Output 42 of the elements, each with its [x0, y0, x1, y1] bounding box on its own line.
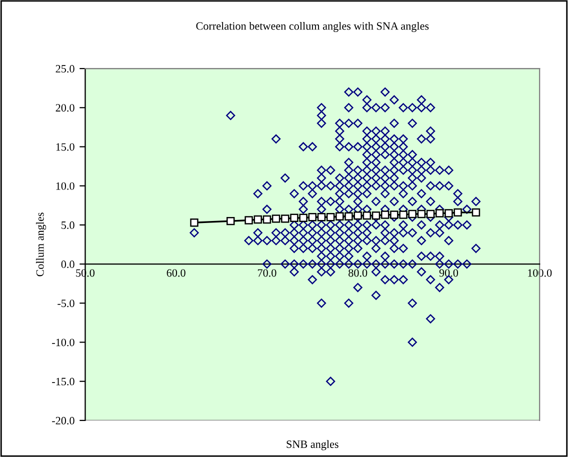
x-axis-title: SNB angles [286, 440, 338, 450]
y-tick-label: 10.0 [56, 182, 74, 190]
point [426, 210, 435, 218]
y-tick-label: -15.0 [52, 378, 74, 386]
point [244, 216, 253, 224]
point [399, 210, 408, 219]
point [226, 216, 235, 226]
point [262, 215, 272, 224]
point [444, 209, 453, 218]
x-tick-label: 80.0 [348, 269, 368, 277]
point [317, 213, 326, 222]
point [326, 213, 335, 222]
chart-title: Correlation between collum angles with SNA angles [196, 22, 429, 32]
y-tick-label: 20.0 [56, 104, 74, 112]
y-axis-title: Collum angles [36, 212, 46, 276]
y-tick-label: -5.0 [58, 300, 74, 308]
point [272, 214, 280, 223]
x-tick-label: 60.0 [166, 269, 186, 277]
point [281, 214, 290, 223]
point [381, 210, 390, 219]
point [436, 209, 444, 218]
y-tick-label: -10.0 [52, 338, 74, 346]
y-tick-label: 25.0 [56, 65, 74, 73]
point [408, 210, 416, 218]
point [390, 210, 398, 219]
point [254, 215, 262, 224]
y-tick-label: 5.0 [62, 221, 74, 229]
point [308, 213, 316, 222]
y-tick-label: 15.0 [56, 143, 74, 151]
point [290, 214, 298, 222]
x-tick-label: 70.0 [258, 269, 276, 277]
x-tick-label: 90.0 [439, 269, 458, 277]
y-tick-label: -20.0 [52, 416, 74, 424]
x-tick-label: 100.0 [528, 269, 552, 277]
y-tick-label: 0.0 [61, 260, 74, 268]
point [472, 208, 480, 217]
point [417, 210, 426, 218]
point [454, 208, 462, 217]
point [299, 214, 308, 222]
point [344, 212, 353, 220]
point [190, 218, 198, 227]
point [362, 211, 372, 220]
